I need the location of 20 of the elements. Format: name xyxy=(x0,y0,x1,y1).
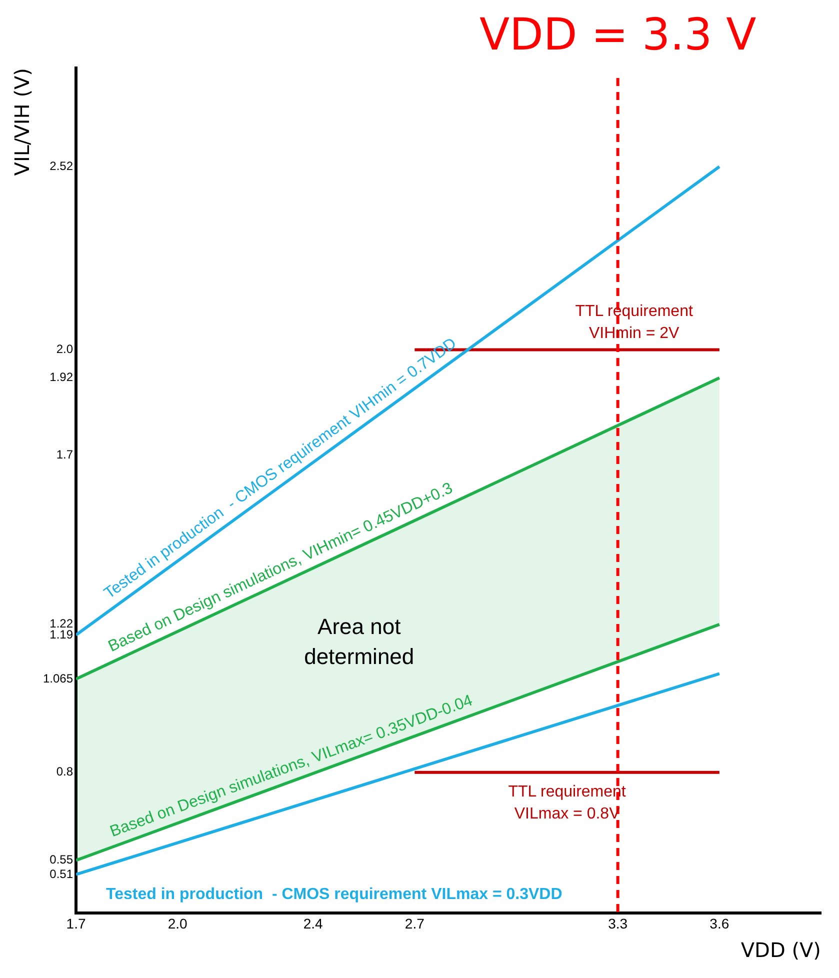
x-tick-label: 1.7 xyxy=(66,915,86,932)
series-label: Tested in production - CMOS requirement VILmax = 0.3VDD xyxy=(106,886,562,903)
x-tick-label: 3.3 xyxy=(608,915,628,932)
x-tick-label: 3.6 xyxy=(710,915,730,932)
y-tick-label: 1.065 xyxy=(43,671,74,686)
y-tick-label: 0.51 xyxy=(50,866,74,881)
x-tick-label: 2.4 xyxy=(303,915,324,932)
y-tick-label: 2.0 xyxy=(56,342,74,356)
x-axis-title: VDD (V) xyxy=(740,938,821,962)
series-label: TTL requirement VILmax = 0.8V xyxy=(508,784,626,823)
annotation: Area not determined xyxy=(304,614,414,669)
ref-line-label: VDD = 3.3 V xyxy=(479,9,756,60)
y-tick-label: 1.7 xyxy=(56,448,74,462)
y-axis-title: VIL/VIH (V) xyxy=(10,68,34,176)
y-tick-label: 0.8 xyxy=(56,764,74,779)
x-tick-label: 2.7 xyxy=(404,915,425,932)
y-tick-label: 0.55 xyxy=(50,852,74,867)
y-tick-label: 1.92 xyxy=(50,370,74,384)
y-tick-label: 2.52 xyxy=(50,158,74,173)
x-tick-label: 2.0 xyxy=(168,915,188,932)
